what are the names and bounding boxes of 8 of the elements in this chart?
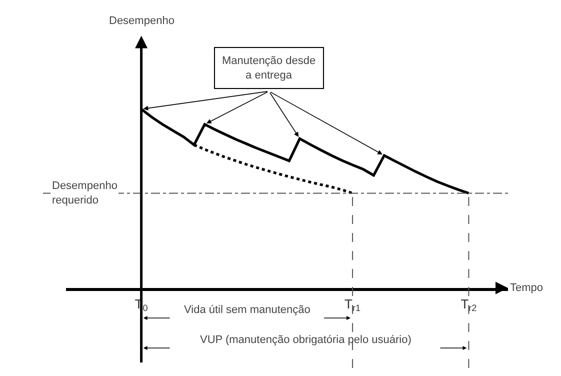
- x-axis-title: Tempo: [510, 282, 544, 294]
- text: Desempenho: [109, 15, 174, 27]
- x-tick-label: T$_{r1}$: [344, 296, 361, 314]
- x-tick-label: T$_{r2}$: [460, 296, 477, 314]
- text: Manutenção desde a entrega: [222, 55, 316, 82]
- text: Vida útil sem manutenção: [184, 304, 310, 316]
- ref-line-label: Desempenho requerido: [52, 180, 118, 206]
- text: VUP (manutenção obrigatória pelo usuário): [200, 334, 412, 346]
